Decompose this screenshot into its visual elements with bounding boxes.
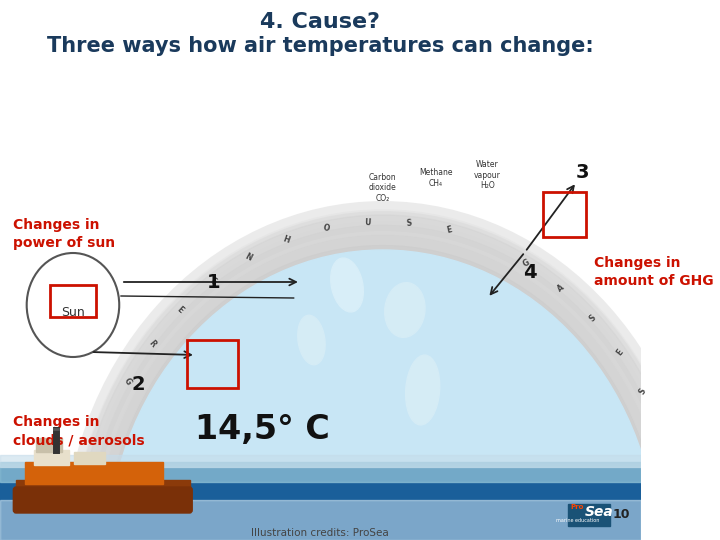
Text: Methane
CH₄: Methane CH₄ [419, 168, 453, 188]
Circle shape [107, 250, 659, 540]
Bar [543, 192, 585, 237]
Text: 1: 1 [207, 273, 220, 292]
Text: S: S [588, 313, 598, 323]
Text: 4. Cause?: 4. Cause? [261, 12, 380, 32]
Text: N: N [243, 252, 253, 263]
Ellipse shape [384, 282, 425, 338]
Bar [0, 462, 641, 482]
Ellipse shape [330, 258, 364, 312]
Ellipse shape [298, 315, 325, 364]
Text: Changes in
clouds / aerosols: Changes in clouds / aerosols [14, 415, 145, 448]
Text: Water
vapour
H₂O: Water vapour H₂O [474, 160, 501, 190]
Circle shape [76, 215, 690, 540]
Text: G: G [122, 376, 133, 386]
Bar [16, 480, 189, 508]
Text: Illustration credits: ProSea: Illustration credits: ProSea [251, 528, 390, 538]
Text: E: E [176, 305, 185, 315]
Text: E: E [615, 348, 625, 357]
Bar [74, 452, 105, 464]
Bar [34, 450, 69, 465]
Text: S: S [638, 387, 648, 396]
Circle shape [94, 235, 672, 540]
Text: Sun: Sun [61, 307, 85, 320]
Bar [0, 455, 641, 467]
Text: 4: 4 [523, 262, 536, 281]
Bar [0, 500, 641, 540]
Text: 10: 10 [612, 509, 630, 522]
FancyBboxPatch shape [14, 487, 192, 513]
Circle shape [84, 225, 680, 540]
Text: 14,5° C: 14,5° C [195, 414, 330, 447]
Text: Changes in
amount of GHG: Changes in amount of GHG [595, 256, 714, 288]
Text: S: S [405, 219, 412, 228]
Text: H: H [282, 234, 291, 245]
Text: Changes in
power of sun: Changes in power of sun [14, 218, 115, 251]
Text: 2: 2 [131, 375, 145, 395]
Text: Three ways how air temperatures can change:: Three ways how air temperatures can chan… [47, 36, 594, 56]
Bar [25, 462, 163, 484]
Circle shape [71, 210, 694, 540]
Bar [0, 468, 641, 540]
Text: R: R [146, 338, 157, 348]
Text: O: O [323, 223, 330, 233]
Text: Carbon
dioxide
CO₂: Carbon dioxide CO₂ [369, 173, 397, 203]
Text: Pro: Pro [570, 504, 584, 510]
Text: G: G [521, 258, 531, 268]
Bar [35, 438, 63, 452]
Bar [187, 340, 238, 388]
Ellipse shape [405, 355, 440, 425]
Text: E: E [446, 225, 453, 235]
Text: Sea: Sea [585, 505, 613, 519]
FancyBboxPatch shape [567, 504, 611, 526]
Circle shape [27, 253, 120, 357]
Text: A: A [556, 282, 566, 293]
Circle shape [102, 245, 663, 540]
Text: E: E [208, 276, 217, 286]
Text: U: U [364, 218, 371, 227]
Bar [50, 285, 96, 317]
Text: 3: 3 [576, 163, 590, 181]
Text: marine education: marine education [556, 517, 599, 523]
